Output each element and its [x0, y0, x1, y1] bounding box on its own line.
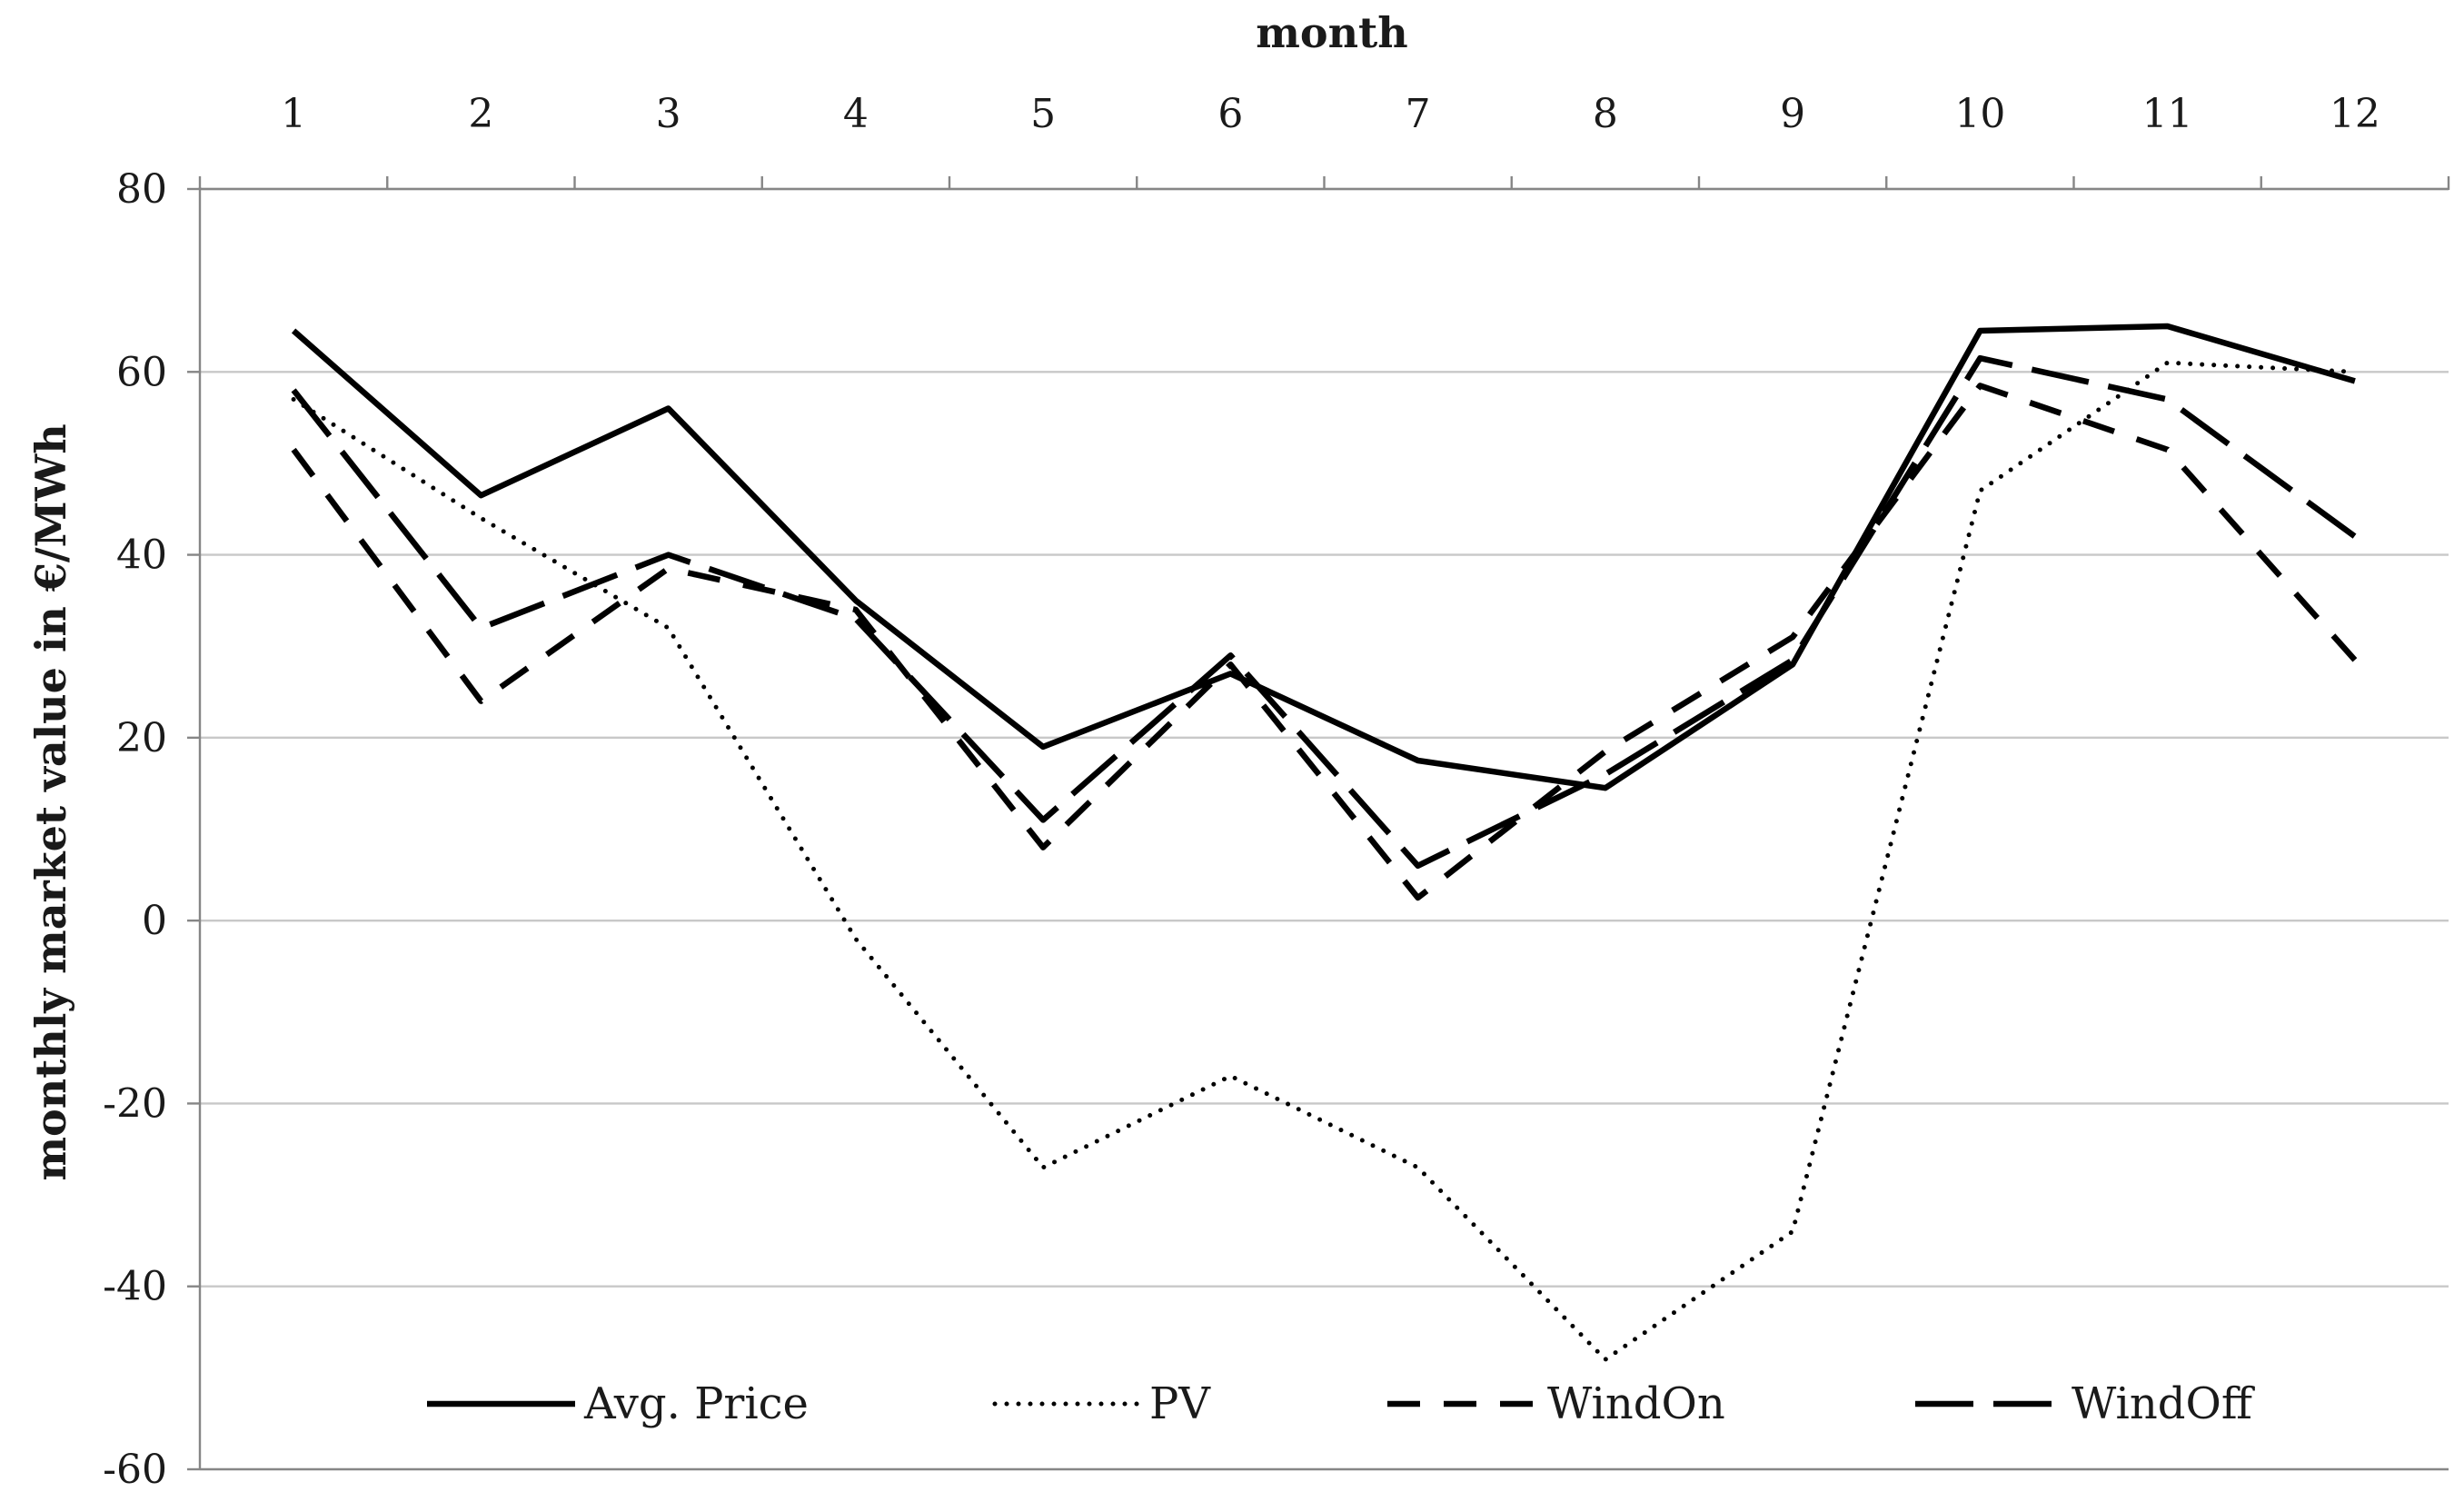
x-tick-label: 4 [843, 91, 869, 137]
y-tick-labels: 80 60 40 20 0 -20 -40 -60 [103, 166, 167, 1493]
x-tick-label: 7 [1406, 91, 1431, 137]
legend-label: WindOff [2072, 1378, 2255, 1429]
y-tick-label: 40 [116, 532, 167, 579]
y-tick-label: -60 [103, 1447, 167, 1493]
y-tick-label: -40 [103, 1264, 167, 1310]
series-line-pv [291, 360, 2358, 1362]
series-line-windoff [291, 354, 2357, 870]
gridlines [200, 187, 2449, 1288]
series-line-windon [291, 383, 2358, 901]
legend-label: Avg. Price [583, 1378, 809, 1429]
x-tick-label: 2 [468, 91, 493, 137]
y-axis-title: monthly market value in €/MWh [26, 423, 75, 1180]
series-line-avg-price [291, 323, 2356, 791]
legend: Avg. Price PV WindOn WindOff [427, 1378, 2255, 1429]
x-tick-label: 3 [656, 91, 681, 137]
x-tick-label: 11 [2142, 91, 2193, 137]
x-tick-labels: 1 2 3 4 5 6 7 8 9 10 11 12 [281, 91, 2380, 137]
x-tick-label: 9 [1780, 91, 1805, 137]
x-tick-label: 6 [1217, 91, 1243, 137]
x-tick-label: 5 [1030, 91, 1056, 137]
y-tick-label: 80 [116, 166, 167, 213]
x-tick-label: 8 [1593, 91, 1618, 137]
y-tick-label: 0 [142, 898, 167, 944]
x-tick-label: 12 [2330, 91, 2380, 137]
x-axis-title: month [1256, 8, 1408, 57]
y-tick-label: -20 [103, 1080, 167, 1127]
series-lines [291, 323, 2358, 1362]
y-tick-label: 20 [116, 715, 167, 761]
x-tick-label: 1 [281, 91, 306, 137]
x-tick-label: 10 [1954, 91, 2005, 137]
legend-label: PV [1149, 1378, 1211, 1429]
legend-label: WindOn [1547, 1378, 1725, 1429]
y-tick-label: 60 [116, 349, 167, 395]
axes [187, 176, 2450, 1471]
